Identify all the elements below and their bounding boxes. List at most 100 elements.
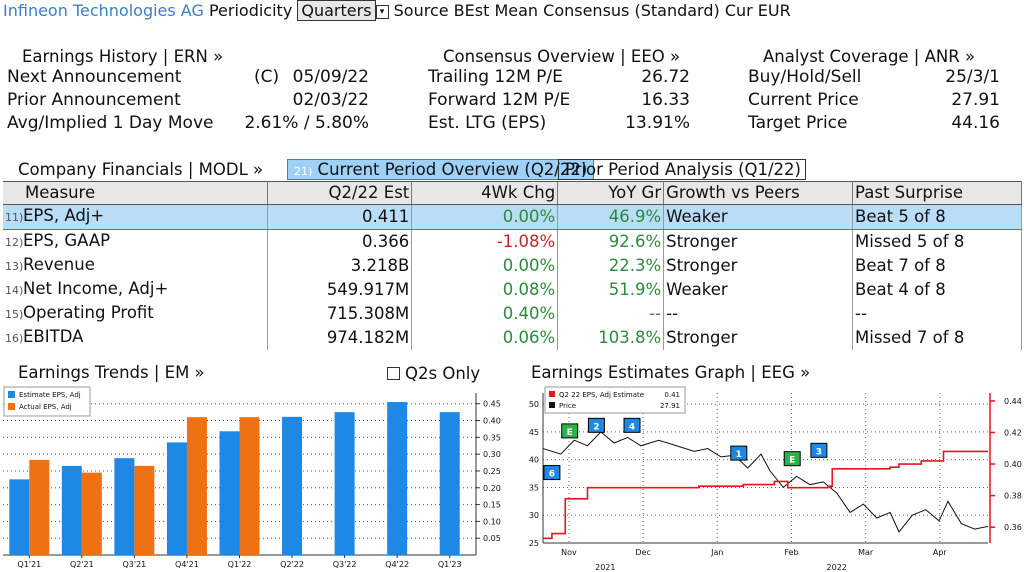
analyst-title[interactable]: Analyst Coverage | ANR » xyxy=(763,47,976,66)
table-header-row: Measure Q2/22 Est 4Wk Chg YoY Gr Growth … xyxy=(3,181,1022,205)
periodicity-select[interactable]: Quarters xyxy=(297,0,376,21)
tab-number: 21) xyxy=(294,165,313,178)
legend-label: Price xyxy=(559,402,576,410)
earnings-history-row: Prior Announcement 02/03/22 xyxy=(7,90,369,113)
past-surprise-cell: -- xyxy=(852,302,1022,326)
measure-cell[interactable]: 14)Net Income, Adj+ xyxy=(3,278,269,302)
measure-name: Net Income, Adj+ xyxy=(23,279,169,298)
header-bar: Infineon Technologies AG Periodicity Qua… xyxy=(3,0,791,22)
table-row[interactable]: 14)Net Income, Adj+ 549.917M 0.08% 51.9% Wea… xyxy=(3,278,1022,302)
col-header[interactable]: Growth vs Peers xyxy=(663,181,854,205)
growth-vs-peers-cell: Stronger xyxy=(663,326,854,350)
bar xyxy=(166,442,187,555)
company-name[interactable]: Infineon Technologies AG xyxy=(3,1,204,20)
legend-label: Actual EPS, Adj xyxy=(19,403,72,411)
table-row[interactable]: 13)Revenue 3.218B 0.00% 22.3% Stronger Beat 7… xyxy=(3,254,1022,278)
marker-label: E xyxy=(789,456,795,466)
yoy-growth-cell: 22.3% xyxy=(557,254,665,278)
bar xyxy=(61,465,82,555)
col-header[interactable]: YoY Gr xyxy=(557,181,665,205)
x-tick-label: Q4'21 xyxy=(175,560,199,569)
consensus-row: Est. LTG (EPS) 13.91% xyxy=(428,113,690,136)
earnings-trends-chart: 0.05 0.10 0.15 0.20 0.25 0.30 0.35 0.40 0.45 Q1'2… xyxy=(0,385,505,572)
col-header[interactable]: 4Wk Chg xyxy=(411,181,559,205)
table-row[interactable]: 12)EPS, GAAP 0.366 -1.08% 92.6% Stronger Miss… xyxy=(3,229,1022,254)
estimates-graph-title[interactable]: Earnings Estimates Graph | EEG » xyxy=(531,363,811,382)
legend-box xyxy=(3,386,91,417)
eh-prefix: (C) xyxy=(254,67,280,87)
consensus-panel: Trailing 12M P/E 26.72 Forward 12M P/E 1… xyxy=(428,67,690,136)
growth-vs-peers-cell: Weaker xyxy=(663,204,854,230)
estimate-cell: 3.218B xyxy=(267,254,413,278)
marker-box xyxy=(561,423,579,439)
consensus-row: Trailing 12M P/E 26.72 xyxy=(428,67,690,90)
left-tick-label: 30 xyxy=(529,511,539,520)
consensus-value: 26.72 xyxy=(641,67,690,87)
yoy-growth-cell: 46.9% xyxy=(557,204,665,230)
chevron-down-icon[interactable]: ▾ xyxy=(375,4,389,19)
bar xyxy=(334,412,355,555)
measure-cell[interactable]: 16)EBITDA xyxy=(3,326,269,350)
analyst-label: Target Price xyxy=(748,113,848,133)
estimate-marker-icon: 1 xyxy=(730,445,748,461)
measure-cell[interactable]: 13)Revenue xyxy=(3,254,269,278)
tab-current-period[interactable]: 21) Current Period Overview (Q2/22) xyxy=(287,159,595,180)
past-surprise-cell: Beat 5 of 8 xyxy=(852,204,1022,230)
estimate-cell: 549.917M xyxy=(267,278,413,302)
earnings-history-title[interactable]: Earnings History | ERN » xyxy=(22,47,224,66)
financials-table: Measure Q2/22 Est 4Wk Chg YoY Gr Growth … xyxy=(3,181,1022,350)
left-tick-label: 35 xyxy=(529,483,539,492)
eh-label: Prior Announcement xyxy=(7,90,181,110)
legend-label: Estimate EPS, Adj xyxy=(19,391,81,399)
estimate-marker-icon: 3 xyxy=(810,442,828,458)
col-header[interactable]: Q2/22 Est xyxy=(267,181,413,205)
row-number: 11) xyxy=(5,211,24,224)
legend-label: Q2 22 EPS, Adj Estimate xyxy=(559,391,644,399)
four-week-change-cell: 0.08% xyxy=(411,278,559,302)
checkbox-icon[interactable] xyxy=(387,367,400,380)
price-line xyxy=(542,431,989,533)
bar xyxy=(282,416,303,555)
col-header[interactable]: Measure xyxy=(3,181,269,205)
table-row[interactable]: 11)EPS, Adj+ 0.411 0.00% 46.9% Weaker Beat 5 … xyxy=(3,204,1022,230)
table-row[interactable]: 15)Operating Profit 715.308M 0.40% -- -- -- xyxy=(3,302,1022,326)
tab-prior-period[interactable]: Prior Period Analysis (Q1/22) xyxy=(558,159,806,180)
right-tick-label: 0.42 xyxy=(1004,428,1022,437)
eh-value: 2.61% / 5.80% xyxy=(244,113,369,133)
bar xyxy=(134,465,155,555)
consensus-title[interactable]: Consensus Overview | EEO » xyxy=(443,47,681,66)
estimates-graph-chart: 25 30 35 40 45 50 Nov Dec Jan Feb Mar Apr 2021 2022 0.… xyxy=(510,385,1024,572)
analyst-label: Buy/Hold/Sell xyxy=(748,67,862,87)
periodicity-label: Periodicity xyxy=(208,1,293,20)
earnings-trends-title[interactable]: Earnings Trends | EM » xyxy=(18,363,205,382)
q2s-only-checkbox[interactable]: Q2s Only xyxy=(387,364,480,383)
measure-cell[interactable]: 15)Operating Profit xyxy=(3,302,269,326)
bar xyxy=(9,479,30,555)
row-number: 15) xyxy=(5,308,24,321)
marker-label: 2 xyxy=(593,422,599,432)
x-tick-label: Feb xyxy=(784,548,798,557)
measure-cell[interactable]: 11)EPS, Adj+ xyxy=(3,204,269,230)
table-row[interactable]: 16)EBITDA 974.182M 0.06% 103.8% Stronger Miss… xyxy=(3,326,1022,350)
earnings-history-panel: Next Announcement (C) 05/09/22 Prior Ann… xyxy=(7,67,369,136)
x-tick-label: Q4'22 xyxy=(385,560,409,569)
x-tick-label: Q2'21 xyxy=(70,560,94,569)
x-tick-label: Q1'22 xyxy=(228,560,252,569)
bar xyxy=(387,402,408,555)
marker-label: E xyxy=(567,428,573,438)
source-text: Source BEst Mean Consensus (Standard) Cu… xyxy=(393,1,791,20)
measure-cell[interactable]: 12)EPS, GAAP xyxy=(3,229,269,254)
four-week-change-cell: 0.00% xyxy=(411,254,559,278)
marker-box xyxy=(810,442,828,458)
past-surprise-cell: Missed 7 of 8 xyxy=(852,326,1022,350)
financials-title[interactable]: Company Financials | MODL » xyxy=(18,160,264,179)
x-tick-label: Mar xyxy=(858,548,874,557)
x-tick-label: Jan xyxy=(710,548,723,557)
col-header[interactable]: Past Surprise xyxy=(852,181,1022,205)
bar xyxy=(114,458,135,555)
legend-swatch xyxy=(549,402,555,408)
marker-label: 3 xyxy=(816,447,822,457)
measure-name: Revenue xyxy=(23,255,95,274)
four-week-change-cell: 0.06% xyxy=(411,326,559,350)
yoy-growth-cell: -- xyxy=(557,302,665,326)
